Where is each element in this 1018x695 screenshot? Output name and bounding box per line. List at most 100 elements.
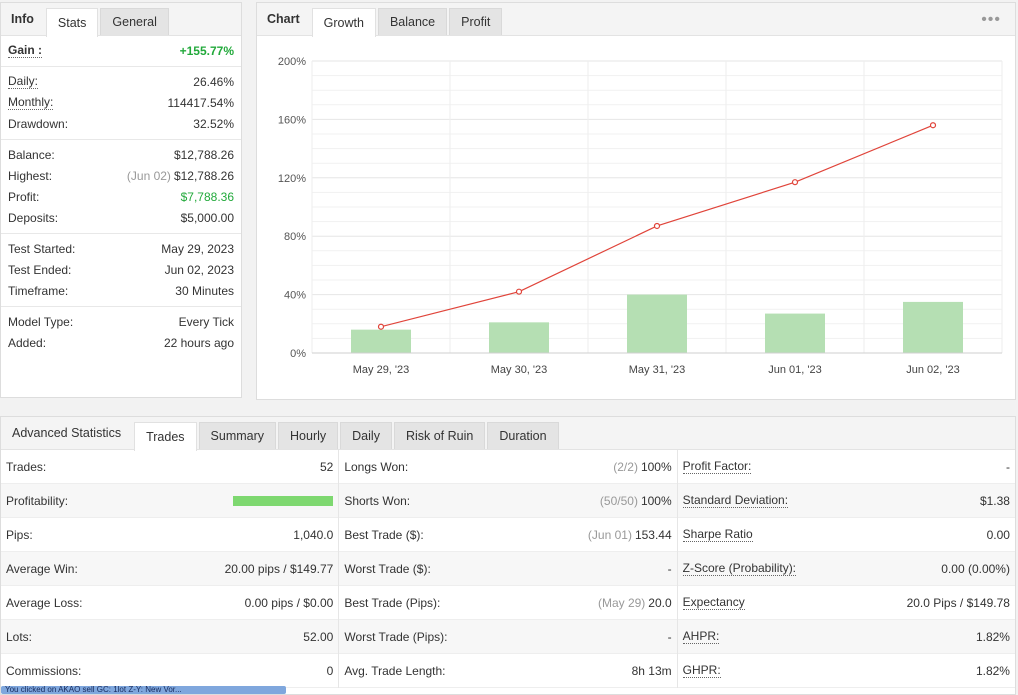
y-tick-label: 80% bbox=[284, 231, 306, 243]
chart-panel: Chart Growth Balance Profit ••• 0% 40% 80%… bbox=[256, 2, 1016, 400]
avg-trade-length-value: 8h 13m bbox=[631, 663, 672, 678]
table-row: Profitability: bbox=[1, 484, 339, 518]
growth-bar bbox=[351, 329, 411, 353]
left-tabbar: Info Stats General bbox=[1, 3, 241, 37]
shorts-won-value: 100% bbox=[640, 493, 672, 508]
performance-group: Daily: 26.46% Monthly: 114417.54% Drawdo… bbox=[1, 67, 241, 140]
tab-balance[interactable]: Balance bbox=[377, 8, 448, 35]
worst-trade-usd-label: Worst Trade ($): bbox=[344, 561, 431, 576]
growth-point bbox=[929, 122, 937, 129]
tab-advanced-statistics[interactable]: Advanced Statistics bbox=[12, 426, 122, 440]
table-row: Standard Deviation: $1.38 bbox=[677, 484, 1015, 518]
table-row: Best Trade ($): (Jun 01) 153.44 bbox=[339, 518, 677, 552]
profit-value: $7,788.36 bbox=[180, 189, 234, 204]
monthly-label[interactable]: Monthly: bbox=[8, 95, 54, 110]
model-value: Every Tick bbox=[178, 314, 234, 329]
profit-factor-value: - bbox=[1005, 459, 1010, 474]
standard-deviation-value: $1.38 bbox=[979, 493, 1010, 508]
average-win-value: 20.00 pips / $149.77 bbox=[224, 561, 334, 576]
ahpr-value: 1.82% bbox=[975, 629, 1010, 644]
stats-panel: Info Stats General Gain : +155.77% Daily… bbox=[0, 2, 242, 398]
daily-value: 26.46% bbox=[193, 74, 234, 89]
standard-deviation-label[interactable]: Standard Deviation: bbox=[682, 493, 789, 508]
worst-trade-pips-label: Worst Trade (Pips): bbox=[344, 629, 448, 644]
ahpr-label[interactable]: AHPR: bbox=[682, 629, 720, 644]
table-row: Shorts Won: (50/50) 100% bbox=[339, 484, 677, 518]
profit-factor-label[interactable]: Profit Factor: bbox=[682, 459, 752, 474]
daily-label[interactable]: Daily: bbox=[8, 74, 39, 89]
tab-trades[interactable]: Trades bbox=[134, 422, 197, 451]
shorts-won-label: Shorts Won: bbox=[344, 493, 411, 508]
profitability-label: Profitability: bbox=[6, 493, 69, 508]
avg-trade-length-label: Avg. Trade Length: bbox=[344, 663, 446, 678]
profit-label: Profit: bbox=[8, 189, 40, 204]
table-row: Sharpe Ratio 0.00 bbox=[677, 518, 1015, 552]
growth-bar bbox=[903, 301, 963, 353]
table-row: Longs Won: (2/2) 100% bbox=[339, 450, 677, 484]
table-row: Average Win: 20.00 pips / $149.77 bbox=[1, 552, 339, 586]
sharpe-ratio-value: 0.00 bbox=[986, 527, 1010, 542]
pips-value: 1,040.0 bbox=[293, 527, 334, 542]
tab-hourly[interactable]: Hourly bbox=[278, 422, 339, 449]
tab-profit[interactable]: Profit bbox=[449, 8, 503, 35]
growth-point bbox=[377, 323, 385, 330]
growth-chart: 0% 40% 80% 120% 160% 200% May 29, '23 May 30, '… bbox=[278, 56, 1003, 376]
lots-value: 52.00 bbox=[303, 629, 334, 644]
table-row: Worst Trade (Pips): - bbox=[339, 620, 677, 654]
adv-tabbar: Advanced Statistics Trades Summary Hourl… bbox=[1, 417, 1015, 451]
table-row: Pips: 1,040.0 bbox=[1, 518, 339, 552]
model-label: Model Type: bbox=[8, 314, 74, 329]
tab-growth[interactable]: Growth bbox=[311, 8, 376, 37]
ghpr-label[interactable]: GHPR: bbox=[682, 663, 721, 678]
adv-col-trades: Trades: 52 Profitability: Pips: 1,040.0 Av… bbox=[1, 450, 340, 688]
tab-risk-of-ruin[interactable]: Risk of Ruin bbox=[393, 422, 486, 449]
tab-duration[interactable]: Duration bbox=[487, 422, 559, 449]
y-tick-label: 200% bbox=[278, 56, 306, 68]
sharpe-ratio-label[interactable]: Sharpe Ratio bbox=[682, 527, 753, 542]
expectancy-label[interactable]: Expectancy bbox=[682, 595, 745, 610]
growth-bar bbox=[765, 313, 825, 353]
growth-point bbox=[653, 222, 661, 230]
gain-group: Gain : +155.77% bbox=[1, 36, 241, 67]
z-score-label[interactable]: Z-Score (Probability): bbox=[682, 561, 797, 576]
drawdown-value: 32.52% bbox=[193, 116, 234, 131]
x-tick-label: May 31, '23 bbox=[629, 364, 686, 376]
deposits-row: Deposits: $5,000.00 bbox=[1, 207, 241, 228]
highest-value: $12,788.26 bbox=[173, 168, 234, 183]
added-row: Added: 22 hours ago bbox=[1, 332, 241, 353]
pips-label: Pips: bbox=[6, 527, 33, 542]
growth-bar bbox=[489, 322, 549, 353]
worst-trade-pips-value: - bbox=[667, 629, 672, 644]
commissions-value: 0 bbox=[326, 663, 334, 678]
more-options-icon[interactable]: ••• bbox=[981, 11, 1001, 28]
table-row: Profit Factor: - bbox=[677, 450, 1015, 484]
adv-grid: Trades: 52 Profitability: Pips: 1,040.0 Av… bbox=[1, 450, 1015, 688]
drawdown-label: Drawdown: bbox=[8, 116, 69, 131]
timeframe-value: 30 Minutes bbox=[175, 283, 234, 298]
table-row: GHPR: 1.82% bbox=[677, 654, 1015, 688]
x-tick-label: Jun 01, '23 bbox=[768, 364, 821, 376]
model-row: Model Type: Every Tick bbox=[1, 311, 241, 332]
tab-info[interactable]: Info bbox=[11, 12, 34, 26]
tab-stats[interactable]: Stats bbox=[45, 8, 99, 37]
deposits-value: $5,000.00 bbox=[180, 210, 234, 225]
advanced-statistics-panel: Advanced Statistics Trades Summary Hourl… bbox=[0, 416, 1016, 695]
tab-summary[interactable]: Summary bbox=[198, 422, 277, 449]
x-tick-label: May 29, '23 bbox=[353, 364, 410, 376]
table-row: Best Trade (Pips): (May 29) 20.0 bbox=[339, 586, 677, 620]
ghpr-value: 1.82% bbox=[975, 663, 1010, 678]
trades-label: Trades: bbox=[6, 459, 47, 474]
gain-value: +155.77% bbox=[179, 43, 234, 58]
tab-chart[interactable]: Chart bbox=[267, 12, 300, 26]
y-tick-label: 120% bbox=[278, 173, 306, 185]
worst-trade-usd-value: - bbox=[667, 561, 672, 576]
balance-label: Balance: bbox=[8, 147, 55, 162]
tab-general[interactable]: General bbox=[100, 8, 169, 35]
test-ended-value: Jun 02, 2023 bbox=[164, 262, 234, 277]
test-started-row: Test Started: May 29, 2023 bbox=[1, 238, 241, 259]
x-tick-label: May 30, '23 bbox=[491, 364, 548, 376]
average-win-label: Average Win: bbox=[6, 561, 78, 576]
best-trade-pips-label: Best Trade (Pips): bbox=[344, 595, 441, 610]
tab-daily[interactable]: Daily bbox=[340, 422, 392, 449]
gain-label[interactable]: Gain : bbox=[8, 43, 43, 58]
